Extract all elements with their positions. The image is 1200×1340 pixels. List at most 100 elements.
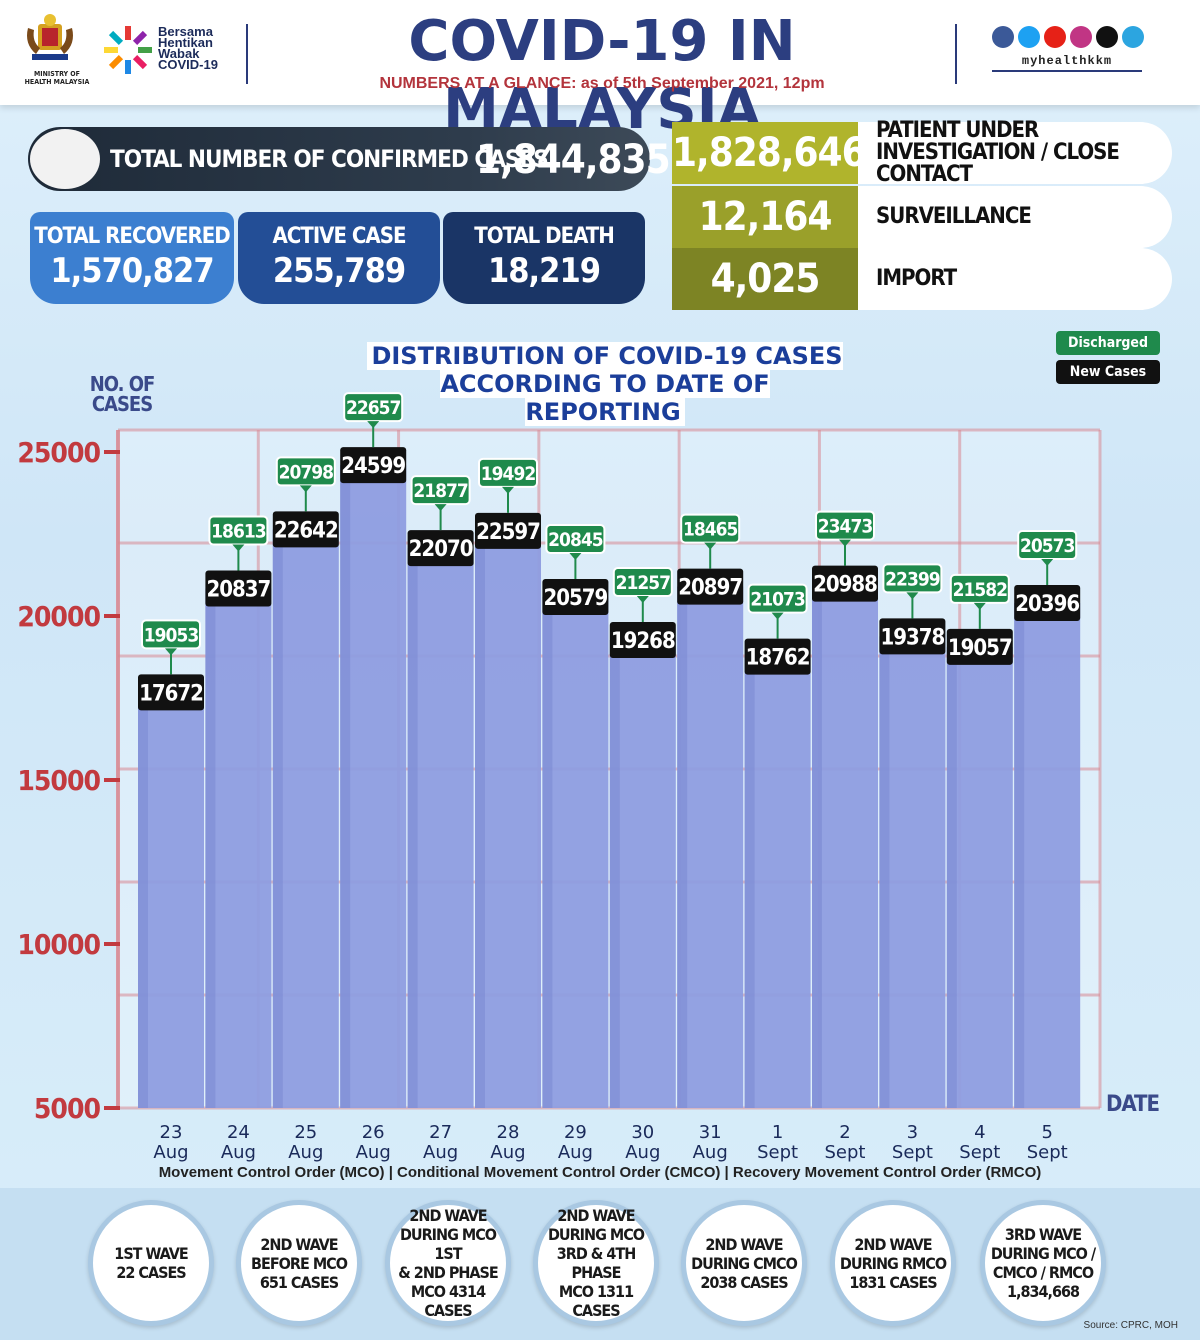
discharged-label: 20573	[1020, 535, 1075, 557]
wave-text-line: 3RD & 4TH PHASE	[556, 1244, 637, 1282]
discharged-label: 23473	[818, 516, 873, 538]
discharged-pointer	[906, 592, 919, 600]
bar-shade	[677, 586, 688, 1108]
x-tick-label-day: 1	[772, 1122, 783, 1143]
bar-new-cases	[812, 583, 878, 1108]
discharged-label: 20798	[279, 461, 334, 483]
bar-shade	[205, 588, 216, 1108]
bar-new-cases	[272, 529, 339, 1108]
wave-text-line: 1831 CASES	[849, 1272, 937, 1292]
instagram-icon[interactable]	[1070, 26, 1092, 48]
header-divider-right	[955, 24, 957, 84]
wave-text-line: 2ND WAVE	[260, 1234, 338, 1254]
side-stat-label: SURVEILLANCE	[858, 186, 1172, 248]
social-links: myhealthkkm	[992, 26, 1162, 72]
x-tick-label-month: Aug	[423, 1142, 458, 1163]
telegram-icon[interactable]	[1122, 26, 1144, 48]
new-cases-label: 20897	[678, 576, 742, 601]
wave-text-line: 651 CASES	[259, 1272, 339, 1292]
new-cases-label-box	[340, 447, 407, 484]
x-tick-label-month: Aug	[558, 1142, 593, 1163]
x-tick-label-day: 30	[631, 1122, 654, 1143]
x-tick-label-day: 4	[974, 1122, 985, 1143]
discharged-pointer	[636, 596, 649, 604]
twitter-icon[interactable]	[1018, 26, 1040, 48]
wave-text: 2ND WAVE DURING MCO 3RD & 4TH PHASE MCO 131…	[538, 1206, 654, 1320]
wave-text-line: 2ND WAVE	[854, 1234, 932, 1254]
bar-shade	[1014, 603, 1025, 1108]
bar-shade	[744, 656, 755, 1108]
side-stat-label: IMPORT	[858, 248, 1172, 310]
new-cases-label: 20837	[206, 578, 270, 603]
tiktok-icon[interactable]	[1096, 26, 1118, 48]
bar-new-cases	[1014, 603, 1081, 1108]
x-tick-label-month: Aug	[153, 1142, 188, 1163]
x-tick-label-day: 5	[1041, 1122, 1052, 1143]
wave-text: 3RD WAVE DURING MCO / CMCO / RMCO 1,834,668	[990, 1225, 1096, 1301]
bar-new-cases	[879, 636, 946, 1108]
discharged-pointer	[502, 486, 514, 494]
campaign-logo: Bersama Hentikan Wabak COVID-19	[102, 24, 232, 80]
total-confirmed-value: 1,844,835	[476, 137, 671, 183]
active-box: ACTIVE CASE 255,789	[238, 212, 440, 304]
bar-new-cases	[407, 548, 474, 1108]
discharged-pointer	[232, 544, 245, 552]
new-cases-label-box	[677, 568, 744, 605]
bar-shade	[542, 597, 553, 1108]
wave-text-line: BEFORE MCO	[251, 1253, 348, 1273]
wave-text-line: 1,834,668	[1006, 1282, 1080, 1301]
new-cases-label: 24599	[341, 454, 405, 479]
x-tick-label-day: 25	[294, 1122, 317, 1143]
page-subtitle: NUMBERS AT A GLANCE: as of 5th September…	[379, 75, 825, 92]
wave-circle: 3RD WAVE DURING MCO / CMCO / RMCO 1,834,668	[980, 1200, 1106, 1326]
total-confirmed-label: TOTAL NUMBER OF CONFIRMED CASES	[110, 145, 549, 173]
discharged-label: 19053	[144, 624, 199, 646]
new-cases-label-box	[407, 530, 474, 567]
new-cases-label: 19268	[611, 629, 675, 654]
x-tick-label-month: Aug	[221, 1142, 256, 1163]
legend-new-cases: New Cases	[1056, 360, 1160, 384]
new-cases-label-box	[812, 565, 878, 602]
bar-shade	[340, 465, 351, 1108]
new-cases-label-box	[609, 622, 676, 659]
bar-shade	[879, 636, 890, 1108]
recovered-label: TOTAL RECOVERED	[34, 224, 231, 249]
wave-text-line: DURING MCO /	[990, 1244, 1096, 1263]
death-label: TOTAL DEATH	[474, 224, 615, 249]
discharged-pointer	[299, 485, 312, 493]
x-tick-label-month: Sept	[1027, 1142, 1068, 1163]
new-cases-label-box	[138, 674, 204, 711]
discharged-pointer	[367, 421, 380, 429]
active-label: ACTIVE CASE	[272, 224, 406, 249]
social-handle[interactable]: myhealthkkm	[992, 54, 1142, 72]
source-note: Source: CPRC, MOH	[1083, 1320, 1178, 1331]
x-tick-label-day: 23	[160, 1122, 183, 1143]
side-stat-import: 4,025 IMPORT	[672, 248, 1172, 310]
new-cases-label-box	[1014, 585, 1081, 622]
wave-text-line: 2ND WAVE	[409, 1206, 487, 1225]
side-stat-value: 12,164	[672, 186, 858, 248]
bar-shade	[609, 640, 620, 1108]
x-tick-label-day: 27	[429, 1122, 452, 1143]
new-cases-label-box	[946, 628, 1013, 665]
bar-new-cases	[946, 646, 1013, 1108]
wave-circle: 2ND WAVE BEFORE MCO 651 CASES	[236, 1200, 362, 1326]
new-cases-label: 18762	[746, 646, 810, 671]
discharged-pointer	[771, 612, 784, 620]
new-cases-label: 19378	[880, 625, 944, 650]
header-bar: MINISTRY OF HEALTH MALAYSIA Bersama Hent…	[0, 0, 1200, 142]
y-axis-label: NO. OF CASES	[89, 372, 156, 416]
chart-legend: Discharged New Cases	[1056, 331, 1160, 389]
discharged-label: 22399	[885, 568, 940, 590]
death-value: 18,219	[487, 251, 601, 291]
side-stat-label: PATIENT UNDER INVESTIGATION / CLOSE CONT…	[858, 120, 1172, 186]
total-confirmed-banner: TOTAL NUMBER OF CONFIRMED CASES 1,844,83…	[28, 127, 671, 191]
facebook-icon[interactable]	[992, 26, 1014, 48]
x-tick-label-month: Aug	[490, 1142, 525, 1163]
x-tick-label-day: 26	[362, 1122, 385, 1143]
ministry-text: MINISTRY OF HEALTH MALAYSIA	[24, 70, 90, 86]
x-tick-label-month: Sept	[825, 1142, 866, 1163]
wave-circle: 2ND WAVE DURING RMCO 1831 CASES	[830, 1200, 956, 1326]
youtube-icon[interactable]	[1044, 26, 1066, 48]
wave-text-line: CMCO / RMCO	[992, 1263, 1094, 1282]
